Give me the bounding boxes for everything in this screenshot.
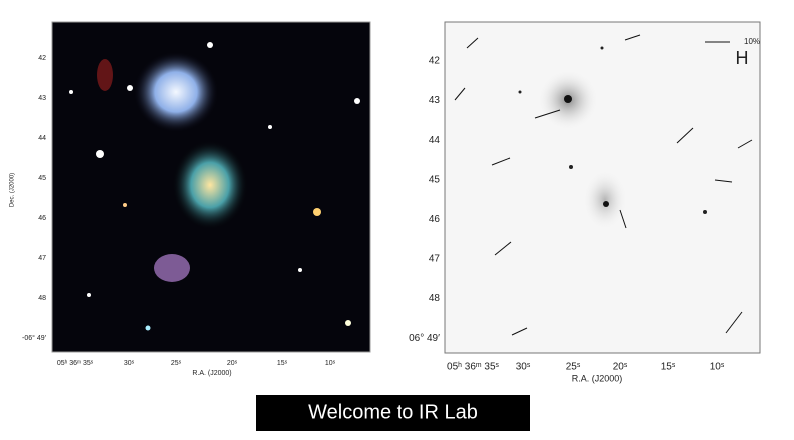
- y-tick-label: 43: [429, 95, 441, 106]
- x-tick-label: 30ˢ: [124, 360, 135, 367]
- y-axis-label: Dec. (J2000): [10, 173, 16, 207]
- left-image: [51, 21, 371, 353]
- x-tick-label: 20ˢ: [227, 360, 238, 367]
- x-tick-label: 25ˢ: [566, 362, 581, 373]
- y-tick-label: 48: [429, 293, 441, 304]
- x-tick-label: 10ˢ: [710, 362, 725, 373]
- y-tick-label: 42: [38, 55, 46, 62]
- y-tick-label: 46: [38, 215, 46, 222]
- right-image: [444, 21, 761, 354]
- scale-label: 10%: [744, 37, 760, 46]
- band-label: H: [736, 48, 749, 68]
- y-tick-label: 43: [38, 95, 46, 102]
- x-tick-label: 05ʰ 36ᵐ 35ˢ: [447, 362, 499, 373]
- x-tick-label: 15ˢ: [661, 362, 676, 373]
- y-tick-label: 45: [429, 174, 441, 185]
- banner-text: Welcome to IR Lab: [308, 401, 478, 423]
- y-tick-label: 45: [38, 175, 46, 182]
- x-tick-label: 30ˢ: [516, 362, 531, 373]
- y-tick-label: 47: [38, 255, 46, 262]
- x-tick-label: 25ˢ: [171, 360, 182, 367]
- x-tick-label: 10ˢ: [325, 360, 336, 367]
- x-axis-label: R.A. (J2000): [572, 373, 623, 383]
- y-tick-label: 46: [429, 214, 441, 225]
- y-tick-label: 44: [429, 135, 441, 146]
- x-tick-label: 20ˢ: [613, 362, 628, 373]
- y-tick-label: -06° 49′: [22, 334, 47, 342]
- y-tick-label: 42: [429, 56, 441, 67]
- y-tick-label: 44: [38, 135, 46, 142]
- banner-box: [256, 395, 530, 431]
- x-axis-label: R.A. (J2000): [192, 370, 231, 377]
- y-tick-label: 47: [429, 254, 441, 265]
- y-tick-label: 06° 49′: [409, 333, 440, 344]
- y-tick-label: 48: [38, 295, 46, 302]
- x-tick-label: 15ˢ: [277, 360, 288, 367]
- x-tick-label: 05ʰ 36ᵐ 35ˢ: [57, 360, 94, 367]
